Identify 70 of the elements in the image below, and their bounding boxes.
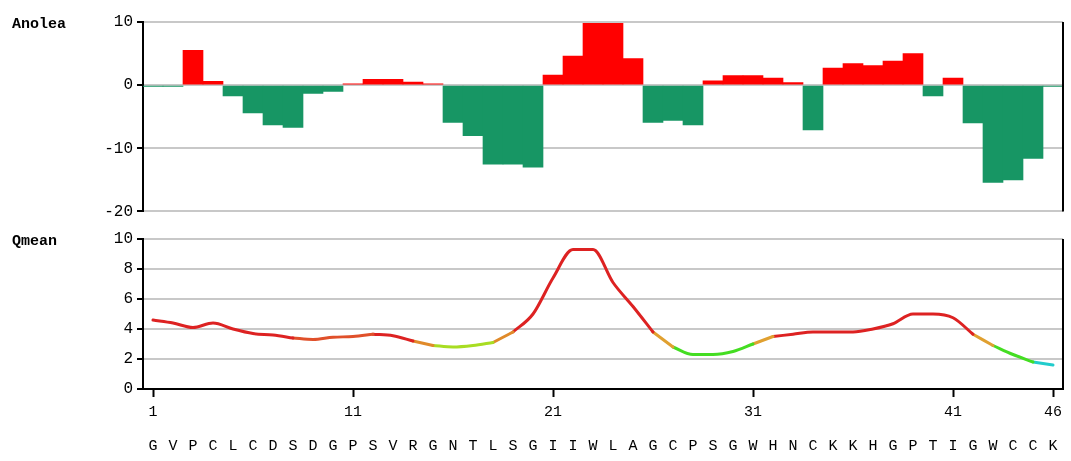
x-tick-label: H: [768, 437, 778, 455]
x-tick-label: P: [348, 437, 358, 455]
x-tick-label: H: [868, 437, 878, 455]
x-tick-label: L: [228, 437, 238, 455]
x-tick-label: R: [408, 437, 418, 455]
y-axis-title: Qmean: [12, 232, 58, 250]
y-tick-label: 8: [123, 260, 133, 279]
x-tick-label: N: [788, 437, 798, 455]
x-tick-label: G: [728, 437, 738, 455]
x2-tick-label: 41: [943, 403, 963, 421]
line-series: [151, 318, 295, 340]
x2-tick-label: 21: [543, 403, 563, 421]
x-tick-label: G: [648, 437, 658, 455]
y-tick-label: 2: [123, 350, 133, 369]
x-tick-label: L: [608, 437, 618, 455]
x-tick-label: D: [308, 437, 318, 455]
x-tick-label: S: [508, 437, 518, 455]
line-series: [671, 342, 755, 356]
y-tick-label: 6: [123, 290, 133, 309]
x-tick-label: G: [888, 437, 898, 455]
line-series: [511, 248, 655, 334]
y-tick-label: 4: [123, 320, 133, 339]
x-tick-label: P: [688, 437, 698, 455]
x-tick-label: D: [268, 437, 278, 455]
x-tick-label: G: [148, 437, 158, 455]
x-tick-label: S: [288, 437, 298, 455]
x-tick-label: I: [948, 437, 958, 455]
y-tick-label: 0: [123, 380, 133, 399]
x-tick-label: K: [1048, 437, 1058, 455]
x2-tick-label: 1: [148, 403, 158, 421]
x-tick-label: C: [668, 437, 678, 455]
x-tick-label: W: [748, 437, 758, 455]
x-tick-label: K: [848, 437, 858, 455]
x-tick-label: G: [428, 437, 438, 455]
bar: [922, 85, 944, 97]
x-tick-label: P: [908, 437, 918, 455]
y-tick-label: 10: [113, 230, 133, 249]
x-tick-label: C: [808, 437, 818, 455]
x-tick-label: V: [388, 437, 398, 455]
y-tick-label: -10: [104, 139, 133, 158]
y-tick-label: -20: [104, 202, 133, 221]
x-tick-label: S: [708, 437, 718, 455]
x-tick-label: T: [468, 437, 478, 455]
x-tick-label: W: [588, 437, 598, 455]
x-tick-label: K: [828, 437, 838, 455]
x2-tick-label: 46: [1043, 403, 1063, 421]
x-tick-label: P: [188, 437, 198, 455]
x-tick-label: I: [548, 437, 558, 455]
x-tick-label: G: [328, 437, 338, 455]
x2-tick-label: 31: [743, 403, 763, 421]
x-tick-label: S: [368, 437, 378, 455]
y-axis-title: Anolea: [12, 15, 67, 33]
x-tick-label: W: [988, 437, 998, 455]
x-tick-label: I: [568, 437, 578, 455]
x-tick-label: T: [928, 437, 938, 455]
bar: [802, 85, 824, 131]
x-tick-label: C: [248, 437, 258, 455]
x-tick-label: A: [628, 437, 638, 455]
x-tick-label: G: [968, 437, 978, 455]
y-tick-label: 10: [113, 13, 133, 32]
x-tick-label: C: [1028, 437, 1038, 455]
x2-tick-label: 11: [343, 403, 363, 421]
x-tick-label: V: [168, 437, 178, 455]
y-tick-label: 0: [123, 76, 133, 95]
x-tick-label: N: [448, 437, 458, 455]
x-tick-label: L: [488, 437, 498, 455]
x-tick-label: C: [208, 437, 218, 455]
line-series: [771, 312, 975, 338]
x-tick-label: C: [1008, 437, 1018, 455]
x-tick-label: G: [528, 437, 538, 455]
